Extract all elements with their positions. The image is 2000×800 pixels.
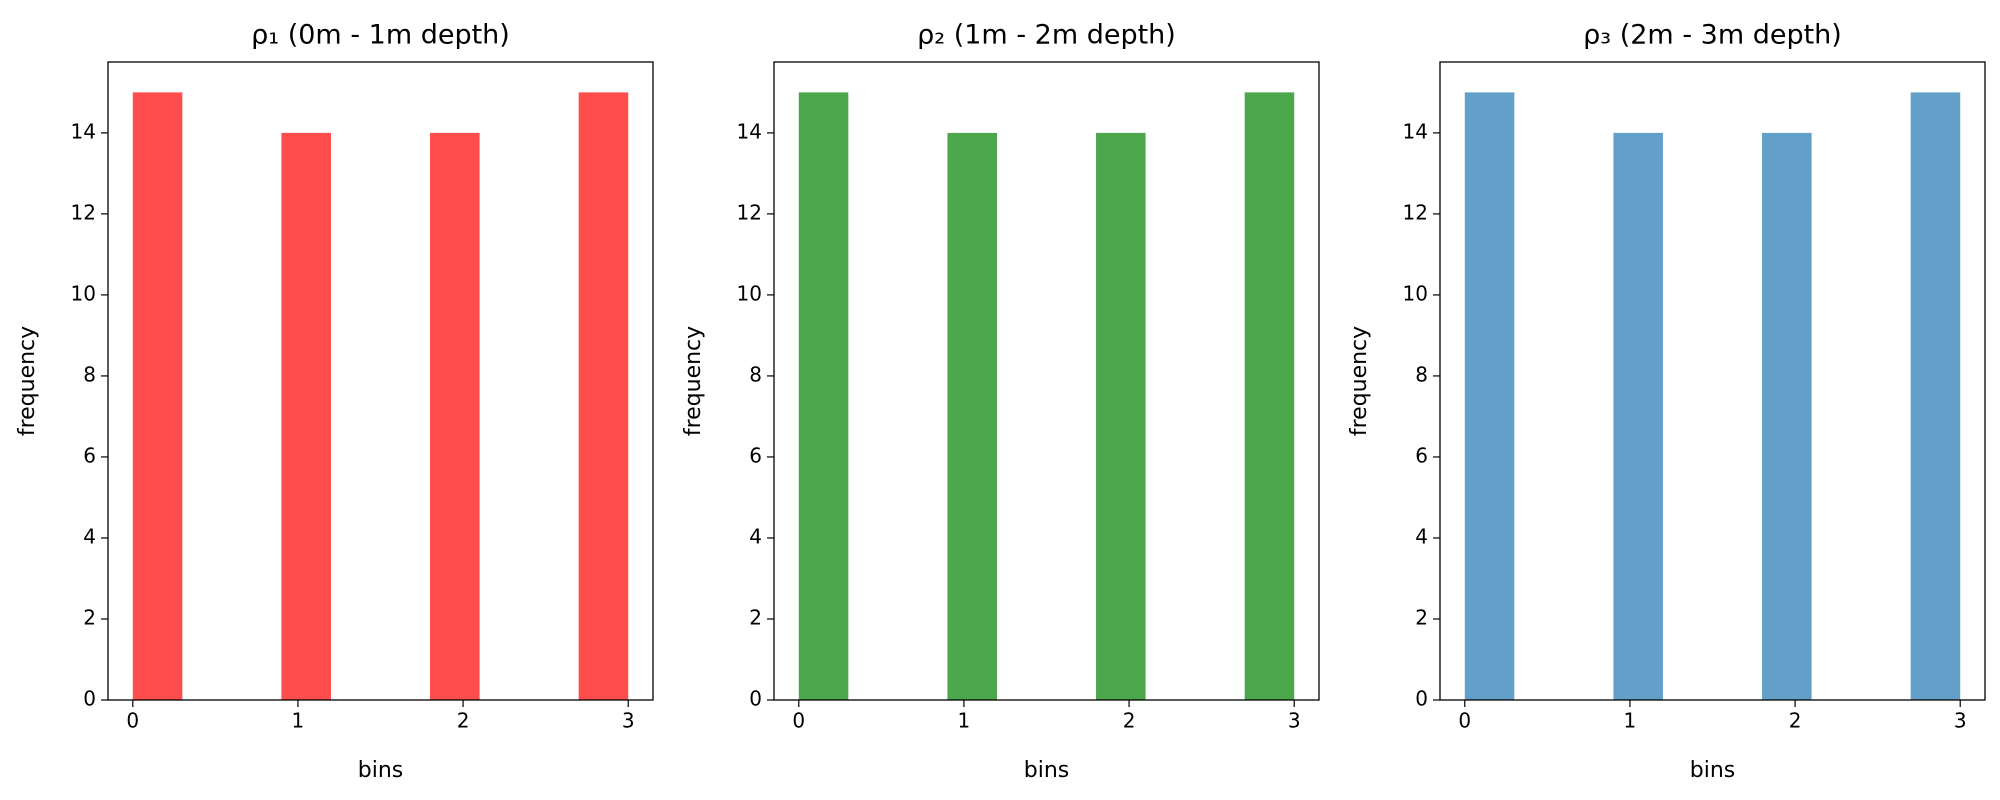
y-tick-label: 14: [737, 119, 762, 143]
x-tick-label: 2: [1789, 709, 1802, 733]
y-tick-label: 6: [1415, 443, 1428, 467]
bar: [1613, 132, 1663, 700]
bar: [132, 92, 183, 700]
y-axis-label: frequency: [681, 326, 706, 436]
y-tick-label: 12: [1403, 200, 1428, 224]
x-tick-label: 0: [792, 709, 805, 733]
y-tick-label: 0: [1415, 687, 1428, 711]
bar: [1910, 92, 1961, 700]
y-tick-label: 0: [749, 687, 762, 711]
y-tick-label: 2: [1415, 605, 1428, 629]
bar: [1096, 132, 1146, 700]
x-tick-label: 3: [1288, 709, 1301, 733]
y-tick-label: 4: [1415, 524, 1428, 548]
x-tick-label: 0: [126, 709, 139, 733]
y-tick-label: 12: [737, 200, 762, 224]
x-tick-label: 1: [1624, 709, 1637, 733]
y-tick-label: 4: [749, 524, 762, 548]
x-axis-label: bins: [358, 758, 403, 783]
bar: [1762, 132, 1812, 700]
x-tick-label: 1: [958, 709, 971, 733]
bar: [1244, 92, 1295, 700]
y-tick-label: 2: [83, 605, 96, 629]
y-tick-label: 8: [1415, 362, 1428, 386]
y-tick-label: 14: [71, 119, 96, 143]
bar: [798, 92, 849, 700]
bar: [947, 132, 997, 700]
y-tick-label: 8: [749, 362, 762, 386]
y-tick-label: 6: [83, 443, 96, 467]
x-tick-label: 0: [1458, 709, 1471, 733]
y-tick-label: 8: [83, 362, 96, 386]
axes-frame: [107, 61, 654, 701]
bar: [1464, 92, 1515, 700]
y-tick-label: 12: [71, 200, 96, 224]
axes-frame: [773, 61, 1320, 701]
y-tick-label: 10: [1403, 281, 1428, 305]
bar: [281, 132, 331, 700]
chart-title: ρ₃ (2m - 3m depth): [1583, 20, 1842, 51]
axes-frame: [1439, 61, 1986, 701]
x-tick-label: 3: [1954, 709, 1967, 733]
y-axis-label: frequency: [1347, 326, 1372, 436]
y-tick-label: 6: [749, 443, 762, 467]
bar: [578, 92, 629, 700]
x-tick-label: 1: [292, 709, 305, 733]
x-tick-label: 2: [457, 709, 470, 733]
chart-title: ρ₂ (1m - 2m depth): [917, 20, 1176, 51]
y-tick-label: 2: [749, 605, 762, 629]
chart-title: ρ₁ (0m - 1m depth): [251, 20, 510, 51]
y-tick-label: 4: [83, 524, 96, 548]
x-axis-label: bins: [1690, 758, 1735, 783]
x-tick-label: 2: [1123, 709, 1136, 733]
y-axis-label: frequency: [15, 326, 40, 436]
y-tick-label: 0: [83, 687, 96, 711]
y-tick-label: 14: [1403, 119, 1428, 143]
x-axis-label: bins: [1024, 758, 1069, 783]
x-tick-label: 3: [622, 709, 635, 733]
y-tick-label: 10: [71, 281, 96, 305]
bar: [430, 132, 480, 700]
y-tick-label: 10: [737, 281, 762, 305]
